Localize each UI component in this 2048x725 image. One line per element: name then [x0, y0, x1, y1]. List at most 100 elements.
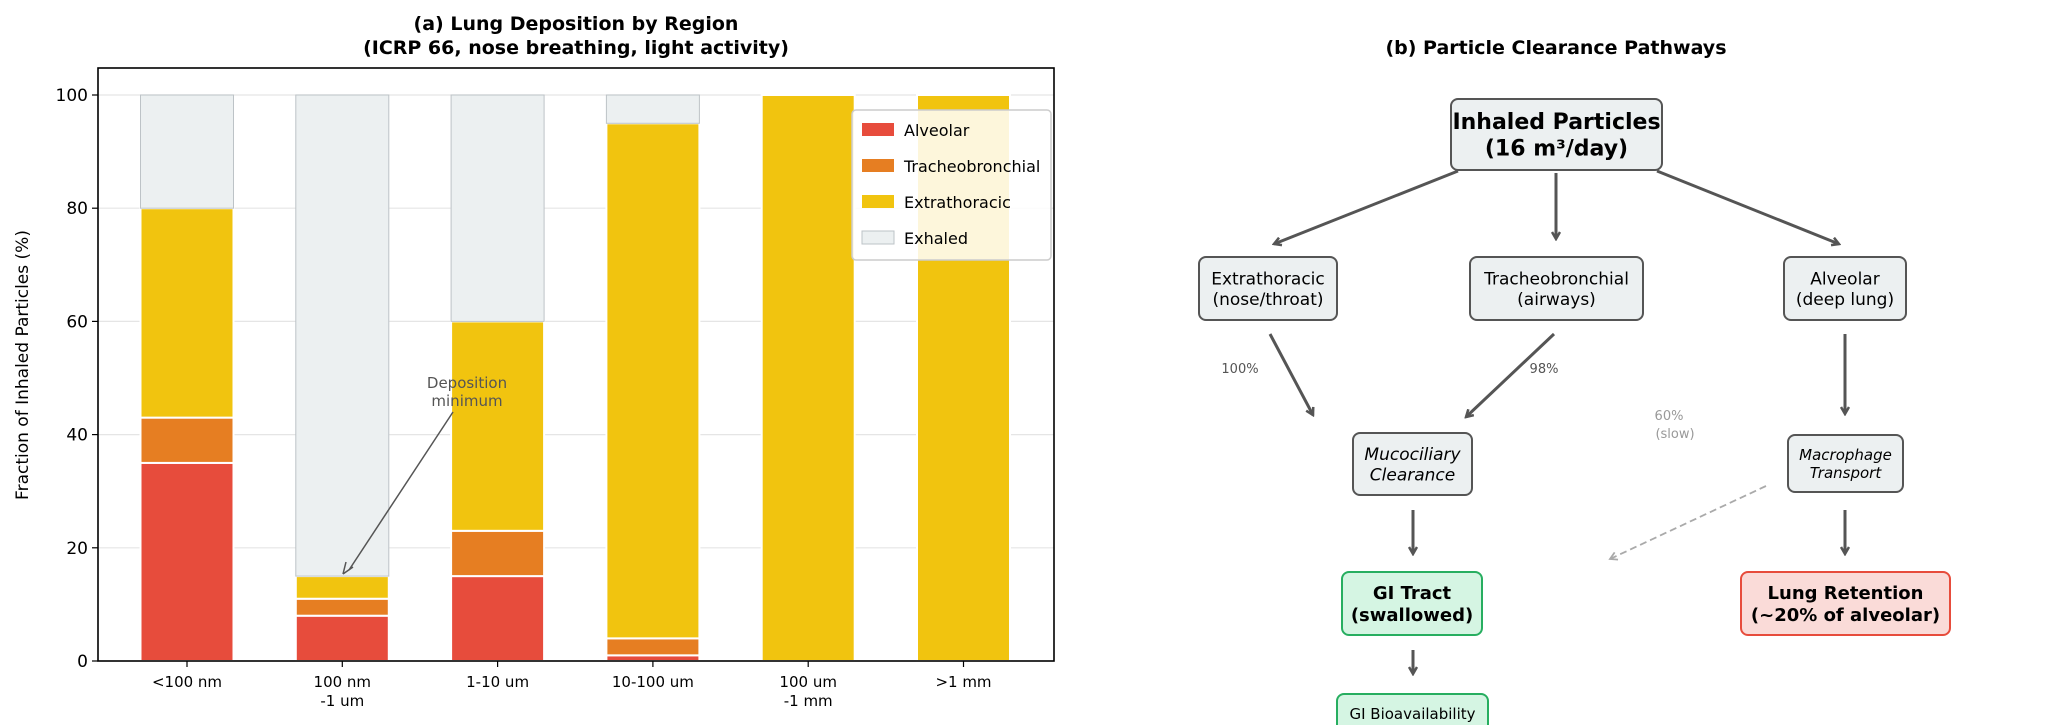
bar-extrathoracic [760, 94, 856, 662]
node-box [1198, 256, 1338, 321]
node-box [1341, 571, 1483, 636]
x-tick-label: -1 mm [784, 692, 833, 710]
bar-extrathoracic [294, 575, 390, 600]
edge-label-98: 98% [1530, 362, 1559, 377]
legend-label-alveolar: Alveolar [904, 121, 970, 140]
bar-tracheobronchial [450, 529, 546, 578]
bar-alveolar [450, 575, 546, 662]
node-box [1787, 434, 1904, 493]
node-gi-tract: GI Tract(swallowed) [1341, 571, 1483, 636]
edge-label-60: 60% [1655, 409, 1684, 424]
annotation-deposition-minimum: Deposition minimum [342, 374, 507, 575]
bar-exhaled [295, 94, 390, 577]
node-label: GI Tract [1373, 583, 1452, 604]
node-box [1450, 98, 1663, 171]
node-label: (swallowed) [1351, 605, 1473, 626]
node-tracheobronchial: Tracheobronchial(airways) [1469, 256, 1644, 321]
y-tick-label: 20 [66, 539, 88, 559]
y-tick-label: 40 [66, 426, 88, 446]
bar-extrathoracic [450, 320, 546, 532]
bars [139, 94, 1011, 663]
y-tick-label: 60 [66, 312, 88, 332]
node-label: Extrathoracic [1211, 269, 1325, 289]
x-ticks: <100 nm 100 nm-1 um 1-10 um 10-100 um 100 um… [152, 661, 992, 710]
bar-exhaled [605, 94, 700, 124]
node-box [1352, 432, 1473, 496]
legend-frame [851, 109, 1052, 261]
node-box [1783, 256, 1907, 321]
diagram-nodes: Inhaled Particles(16 m³/day) Extrathoraci… [1198, 98, 1951, 725]
bar-exhaled [140, 94, 234, 209]
node-label: Mucociliary [1364, 445, 1461, 465]
x-tick-label: 1-10 um [466, 673, 529, 691]
x-tick-label: <100 nm [152, 673, 222, 691]
node-label: Macrophage [1799, 446, 1892, 464]
y-ticks: 0 20 40 60 80 100 [56, 86, 98, 672]
legend-label-extrathoracic: Extrathoracic [904, 193, 1011, 212]
panel-a: (a) Lung Deposition by Region (ICRP 66, … [13, 13, 1055, 710]
bar-extrathoracic [605, 122, 701, 640]
node-label: Clearance [1370, 465, 1455, 485]
node-label: Transport [1810, 464, 1883, 482]
panel-b: (b) Particle Clearance Pathways Inhaled … [1198, 37, 1951, 725]
axes-frame [97, 67, 1055, 662]
node-inhaled: Inhaled Particles(16 m³/day) [1450, 98, 1663, 171]
bar-alveolar [294, 614, 390, 662]
bar-tracheobronchial [139, 416, 235, 464]
x-tick-label: 100 nm [314, 673, 372, 691]
x-tick-label: -1 um [320, 692, 364, 710]
annotation-arrow [348, 411, 454, 571]
x-tick-label: 100 um [779, 673, 837, 691]
legend-swatch-extrathoracic [862, 195, 894, 208]
chart-title-line-1: (a) Lung Deposition by Region [414, 13, 739, 35]
chart-title-line-2: (ICRP 66, nose breathing, light activity… [363, 37, 789, 59]
node-label: (nose/throat) [1212, 290, 1323, 310]
legend: Alveolar Tracheobronchial Extrathoracic Exh… [851, 109, 1052, 261]
node-box [1336, 693, 1489, 725]
y-tick-label: 0 [77, 652, 88, 672]
node-label: Alveolar [1810, 269, 1879, 289]
legend-swatch-alveolar [862, 123, 894, 136]
node-lung-retention: Lung Retention(~20% of alveolar) [1740, 571, 1951, 636]
x-tick-label: 10-100 um [612, 673, 694, 691]
arrow-inhaled-to-extrathoracic [1274, 169, 1459, 244]
bar-alveolar [139, 461, 235, 662]
node-label: Inhaled Particles [1452, 110, 1660, 135]
edge-label-slow: (slow) [1655, 427, 1694, 442]
legend-label-exhaled: Exhaled [904, 229, 968, 248]
arrow-tracheobronchial-to-mucociliary [1466, 332, 1556, 417]
x-tick-label: >1 mm [935, 673, 991, 691]
y-tick-label: 100 [56, 86, 88, 106]
diagram-title: (b) Particle Clearance Pathways [1385, 37, 1726, 59]
node-alveolar: Alveolar(deep lung) [1783, 256, 1907, 321]
node-gi-bioavailability: GI Bioavailability→ Absorbed [1336, 693, 1489, 725]
node-label: (airways) [1517, 290, 1596, 310]
arrow-macrophage-to-gi-dashed [1608, 485, 1767, 561]
node-label: (deep lung) [1796, 290, 1894, 310]
node-label: GI Bioavailability [1349, 705, 1475, 723]
bar-extrathoracic [139, 207, 235, 419]
edge-label-100: 100% [1221, 362, 1258, 377]
annotation-text-line-2: minimum [431, 392, 502, 410]
annotation-arrowhead [342, 561, 354, 575]
node-label: (~20% of alveolar) [1751, 605, 1940, 626]
y-axis-label: Fraction of Inhaled Particles (%) [13, 230, 33, 500]
node-label: (16 m³/day) [1485, 137, 1628, 162]
y-tick-label: 80 [66, 199, 88, 219]
arrow-inhaled-to-alveolar [1656, 169, 1839, 244]
bar-exhaled [450, 94, 545, 322]
node-extrathoracic: Extrathoracic(nose/throat) [1198, 256, 1338, 321]
annotation-text-line-1: Deposition [427, 374, 507, 392]
node-label: Lung Retention [1768, 583, 1924, 604]
legend-swatch-tracheobronchial [862, 159, 894, 172]
node-box [1740, 571, 1951, 636]
node-label: → Absorbed [1368, 723, 1457, 725]
bar-tracheobronchial [294, 597, 390, 617]
bar-tracheobronchial [605, 637, 701, 657]
legend-label-tracheobronchial: Tracheobronchial [903, 157, 1040, 176]
arrow-extrathoracic-to-mucociliary [1268, 333, 1313, 415]
node-box [1469, 256, 1644, 321]
